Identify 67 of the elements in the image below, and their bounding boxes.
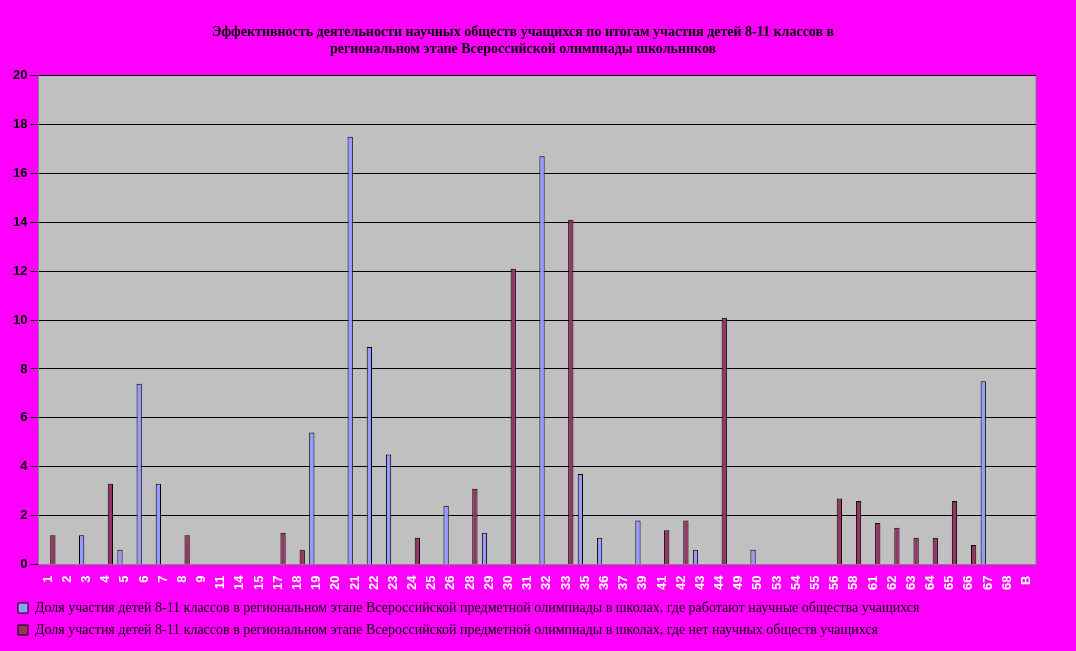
x-tick-label: 64: [922, 574, 938, 591]
x-tick-label: 35: [576, 575, 592, 591]
x-tick-label: 26: [442, 575, 458, 591]
x-tick-label: 53: [768, 575, 784, 591]
x-tick-label: 14: [231, 574, 247, 591]
x-tick-label: 23: [384, 575, 400, 591]
x-tick-label: 6: [135, 575, 151, 583]
x-tick-label: 1: [39, 575, 55, 583]
x-tick-label: 39: [634, 575, 650, 591]
x-tick-label: 3: [78, 575, 93, 583]
y-tick-label: 16: [12, 164, 28, 180]
x-tick-label: 41: [653, 575, 669, 591]
y-tick-label: 10: [12, 311, 28, 327]
x-tick-label: 2: [58, 575, 74, 583]
x-tick-label: 42: [672, 575, 688, 591]
x-tick-label: 31: [519, 575, 535, 591]
y-tick-label: 18: [12, 116, 28, 132]
x-tick-label: 49: [730, 575, 746, 591]
x-tick-label: 33: [557, 575, 573, 591]
y-tick-label: 4: [20, 458, 29, 474]
x-tick-label: 28: [461, 575, 477, 591]
y-tick-label: 0: [20, 556, 28, 572]
y-tick-label: 12: [12, 262, 28, 278]
x-tick-label: 29: [480, 575, 496, 591]
x-tick-label: 65: [941, 575, 957, 591]
x-tick-label: 9: [193, 575, 209, 583]
x-tick-label: 56: [826, 575, 842, 591]
x-tick-label: 37: [615, 575, 631, 591]
x-tick-label: 19: [308, 575, 324, 591]
x-tick-label: 32: [538, 575, 554, 591]
x-tick-label: 62: [883, 575, 899, 591]
legend-label: Доля участия детей 8-11 классов в региональном этапе Всероссийской предметной олимпиады в школах, где работают научные общества учащихся: [35, 599, 921, 615]
y-tick-label: 6: [20, 409, 28, 425]
x-tick-label: 24: [404, 574, 420, 591]
x-tick-label: 20: [327, 575, 343, 591]
x-tick-label: В: [1017, 575, 1033, 585]
y-tick-label: 20: [12, 67, 28, 83]
x-tick-label: 25: [423, 575, 439, 591]
x-tick-label: 54: [787, 574, 803, 591]
y-tick-label: 8: [20, 360, 28, 376]
x-tick-label: 21: [346, 575, 362, 591]
y-tick-label: 2: [20, 507, 28, 523]
x-tick-label: 63: [902, 575, 918, 591]
x-tick-label: 68: [998, 575, 1014, 591]
x-tick-label: 22: [365, 575, 381, 591]
x-tick-label: 7: [154, 575, 170, 583]
x-tick-label: 44: [711, 574, 727, 591]
legend-label: Доля участия детей 8-11 классов в региональном этапе Всероссийской предметной олимпиады в школах, где нет научных обществ учащихся: [35, 621, 879, 637]
x-tick-label: 11: [212, 575, 228, 590]
x-tick-label: 58: [845, 575, 861, 591]
x-tick-label: 18: [289, 575, 305, 591]
x-tick-label: 8: [173, 575, 189, 583]
x-tick-label: 15: [250, 575, 266, 591]
x-tick-label: 66: [960, 575, 976, 591]
x-tick-label: 61: [864, 575, 880, 591]
x-tick-label: 4: [97, 574, 113, 583]
y-tick-label: 14: [12, 213, 29, 229]
x-tick-label: 50: [749, 575, 765, 591]
text: региональном этапе Всероссийской олимпиады школьников: [329, 40, 717, 56]
x-tick-label: 55: [806, 575, 822, 591]
x-tick-label: 5: [116, 575, 132, 583]
x-tick-label: 43: [691, 575, 707, 591]
text: Эффективность деятельности научных обществ учащихся по итогам участия детей 8-11 классов в: [211, 24, 835, 40]
x-tick-label: 30: [500, 575, 516, 591]
x-tick-label: 67: [979, 575, 995, 591]
x-tick-label: 36: [595, 575, 611, 591]
x-tick-label: 17: [269, 575, 285, 591]
